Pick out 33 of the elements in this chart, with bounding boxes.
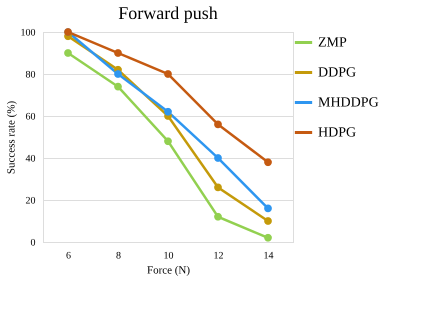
point — [264, 217, 272, 225]
point — [214, 154, 222, 162]
x-tick-label: 14 — [264, 250, 274, 262]
x-tick-label: 8 — [116, 250, 121, 262]
point — [164, 108, 172, 116]
y-tick-label: 60 — [26, 112, 36, 122]
y-tick-label: 0 — [30, 238, 36, 248]
y-axis-title: Success rate (%) — [6, 100, 18, 174]
point — [214, 120, 222, 128]
point — [264, 234, 272, 242]
legend-label: MHDDPG — [318, 96, 379, 110]
x-tick-label: 12 — [214, 250, 224, 262]
y-tick-label: 40 — [26, 154, 36, 164]
point — [264, 204, 272, 212]
legend-label: DDPG — [318, 66, 356, 80]
y-tick-label: 20 — [26, 196, 36, 206]
chart-title: Forward push — [118, 3, 218, 23]
legend-label: ZMP — [318, 36, 347, 50]
point — [164, 70, 172, 78]
x-tick-label: 10 — [164, 250, 174, 262]
point — [114, 70, 122, 78]
point — [114, 49, 122, 57]
point — [64, 49, 72, 57]
legend-label: HDPG — [318, 126, 356, 140]
point — [264, 158, 272, 166]
point — [164, 137, 172, 146]
x-tick-label: 6 — [66, 250, 71, 262]
point — [214, 212, 222, 221]
y-tick-label: 100 — [20, 28, 36, 38]
y-tick-label: 80 — [26, 70, 36, 80]
point — [114, 82, 122, 90]
point — [214, 184, 222, 192]
x-axis-title: Force (N) — [146, 264, 190, 276]
